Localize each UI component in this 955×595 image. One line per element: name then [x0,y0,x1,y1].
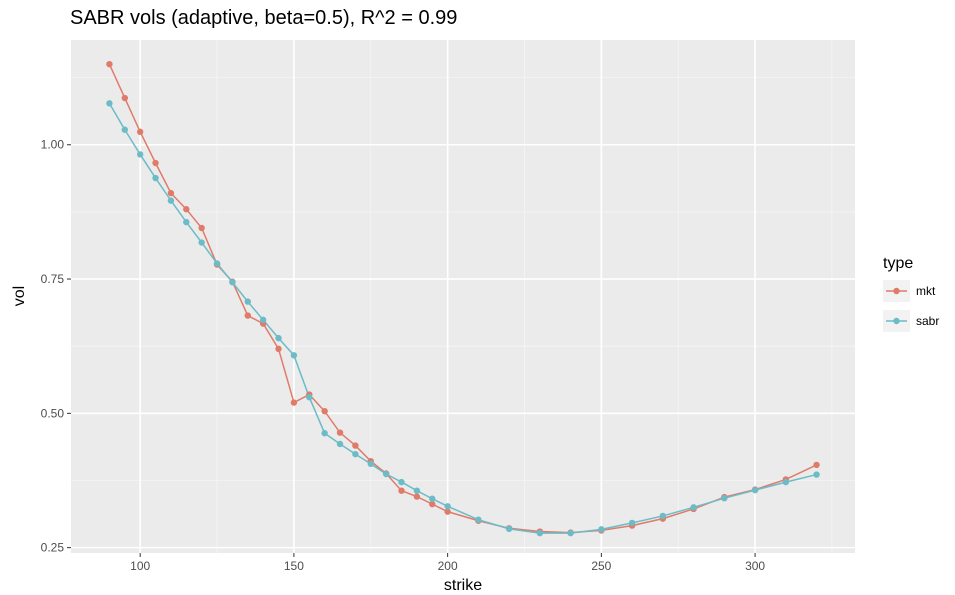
legend-point-sabr [893,317,900,325]
point-sabr [751,486,759,494]
point-sabr [398,478,405,486]
point-sabr [536,529,544,537]
point-sabr [213,260,221,267]
x-tick-label: 150 [284,559,304,573]
point-mkt [106,60,113,68]
point-sabr [475,516,482,523]
point-sabr [429,495,436,502]
point-sabr [259,316,267,324]
y-tick-label: 0.25 [41,541,65,555]
point-sabr [813,471,820,478]
point-sabr [659,512,667,520]
point-sabr [244,298,251,305]
point-sabr [628,519,636,527]
point-mkt [136,128,144,136]
point-sabr [167,197,175,204]
point-sabr [352,450,359,458]
point-mkt [290,399,298,406]
legend-label-sabr: sabr [916,314,939,328]
point-sabr [367,460,374,468]
legend: type mkt sabr [883,255,939,332]
point-sabr [598,526,605,533]
point-sabr [567,529,574,537]
point-mkt [398,487,405,494]
y-tick-label: 1.00 [41,138,65,152]
point-mkt [813,461,820,469]
point-sabr [336,440,344,448]
point-sabr [152,174,159,182]
x-tick-label: 250 [591,559,611,573]
point-sabr [136,151,144,158]
point-mkt [183,206,190,213]
point-sabr [198,239,205,246]
point-mkt [198,224,205,232]
point-mkt [244,312,251,319]
series-layer [106,60,820,537]
point-sabr [690,504,697,511]
point-sabr [306,394,313,401]
point-mkt [275,345,282,353]
legend-label-mkt: mkt [916,284,936,298]
axis-layer: 100 150 200 250 300 0.25 0.50 0.75 1.00 [41,138,766,573]
point-sabr [106,100,113,107]
point-mkt [152,159,159,167]
point-mkt [121,94,129,102]
point-sabr [121,126,129,133]
point-mkt [167,189,175,197]
x-tick-label: 300 [745,559,765,573]
x-tick-label: 200 [438,559,458,573]
point-sabr [275,334,282,342]
point-mkt [413,493,421,500]
x-tick-label: 100 [130,559,150,573]
y-tick-label: 0.50 [41,406,65,420]
point-sabr [721,495,728,502]
point-mkt [336,429,344,436]
point-sabr [382,470,390,478]
point-mkt [429,500,436,508]
point-sabr [413,487,421,494]
plot-panel [71,40,855,553]
point-sabr [183,218,190,226]
x-axis-title: strike [444,577,482,594]
minor-gridlines [71,40,855,553]
point-mkt [321,407,328,415]
point-sabr [229,279,236,286]
point-sabr [782,478,790,486]
point-mkt [444,508,451,515]
chart-title: SABR vols (adaptive, beta=0.5), R^2 = 0.… [70,7,457,29]
y-axis-title: vol [11,286,28,306]
point-mkt [352,442,359,449]
legend-title: type [883,255,913,272]
major-gridlines [71,40,855,553]
y-tick-label: 0.75 [41,272,65,286]
point-sabr [505,525,513,533]
point-sabr [444,503,451,510]
legend-point-mkt [893,287,900,295]
point-sabr [321,430,328,437]
point-sabr [290,352,298,359]
